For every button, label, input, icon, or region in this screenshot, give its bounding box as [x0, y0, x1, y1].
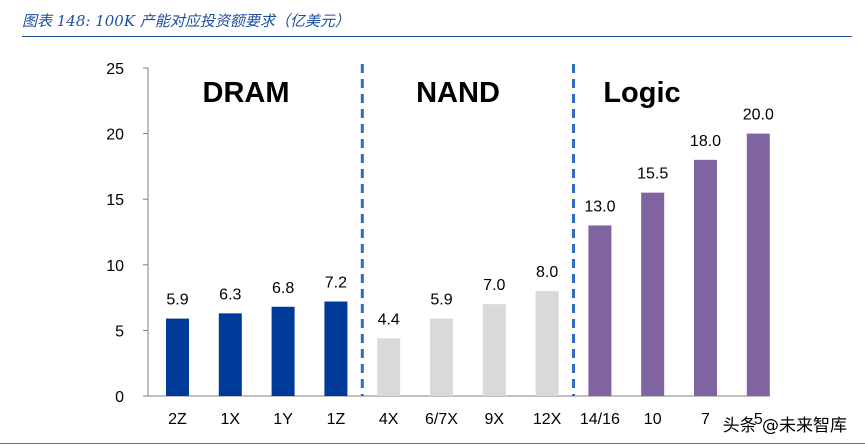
- bar: [694, 159, 717, 396]
- y-tick-label: 10: [106, 258, 124, 275]
- data-label: 18.0: [690, 133, 721, 150]
- data-label: 7.0: [483, 277, 505, 294]
- watermark: 头条 @未来智库: [722, 416, 847, 436]
- bar: [377, 338, 401, 396]
- x-tick-label: 6/7X: [425, 411, 458, 428]
- data-label: 5.9: [430, 292, 452, 309]
- data-label: 7.2: [325, 275, 347, 292]
- data-label: 5.9: [166, 292, 188, 309]
- bar: [482, 304, 506, 396]
- data-label: 15.5: [637, 166, 668, 183]
- bar: [218, 313, 242, 396]
- y-tick-label: 15: [106, 192, 124, 209]
- bar: [535, 291, 559, 396]
- data-label: 6.8: [272, 280, 294, 297]
- data-label: 6.3: [219, 286, 241, 303]
- data-label: 8.0: [536, 264, 558, 281]
- group-label: Logic: [603, 77, 680, 109]
- bar: [588, 225, 612, 396]
- x-tick-label: 4X: [379, 411, 399, 428]
- bar: [166, 318, 189, 396]
- footer-rule: [0, 443, 865, 444]
- x-tick-label: 14/16: [580, 411, 620, 428]
- bar: [430, 318, 453, 396]
- y-tick-label: 25: [106, 61, 124, 78]
- data-label: 4.4: [378, 311, 400, 328]
- y-tick-label: 5: [115, 323, 124, 340]
- x-tick-label: 7: [701, 411, 710, 428]
- x-tick-label: 1Z: [327, 411, 346, 428]
- group-label: DRAM: [203, 77, 290, 109]
- bar: [746, 133, 770, 396]
- x-tick-label: 1X: [221, 411, 241, 428]
- data-label: 20.0: [743, 107, 774, 124]
- x-tick-label: 5: [754, 411, 763, 428]
- x-tick-label: 2Z: [168, 411, 187, 428]
- x-tick-label: 10: [644, 411, 662, 428]
- bar: [324, 301, 348, 396]
- x-tick-label: 1Y: [273, 411, 293, 428]
- figure-caption: 图表 148: 100K 产能对应投资额要求（亿美元）: [22, 6, 852, 37]
- bar: [641, 192, 665, 396]
- y-tick-label: 0: [115, 389, 124, 406]
- bar: [271, 306, 295, 396]
- y-tick-label: 20: [106, 127, 124, 144]
- x-tick-label: 12X: [533, 411, 562, 428]
- group-label: NAND: [416, 77, 500, 109]
- x-tick-label: 9X: [485, 411, 505, 428]
- data-label: 13.0: [584, 198, 615, 215]
